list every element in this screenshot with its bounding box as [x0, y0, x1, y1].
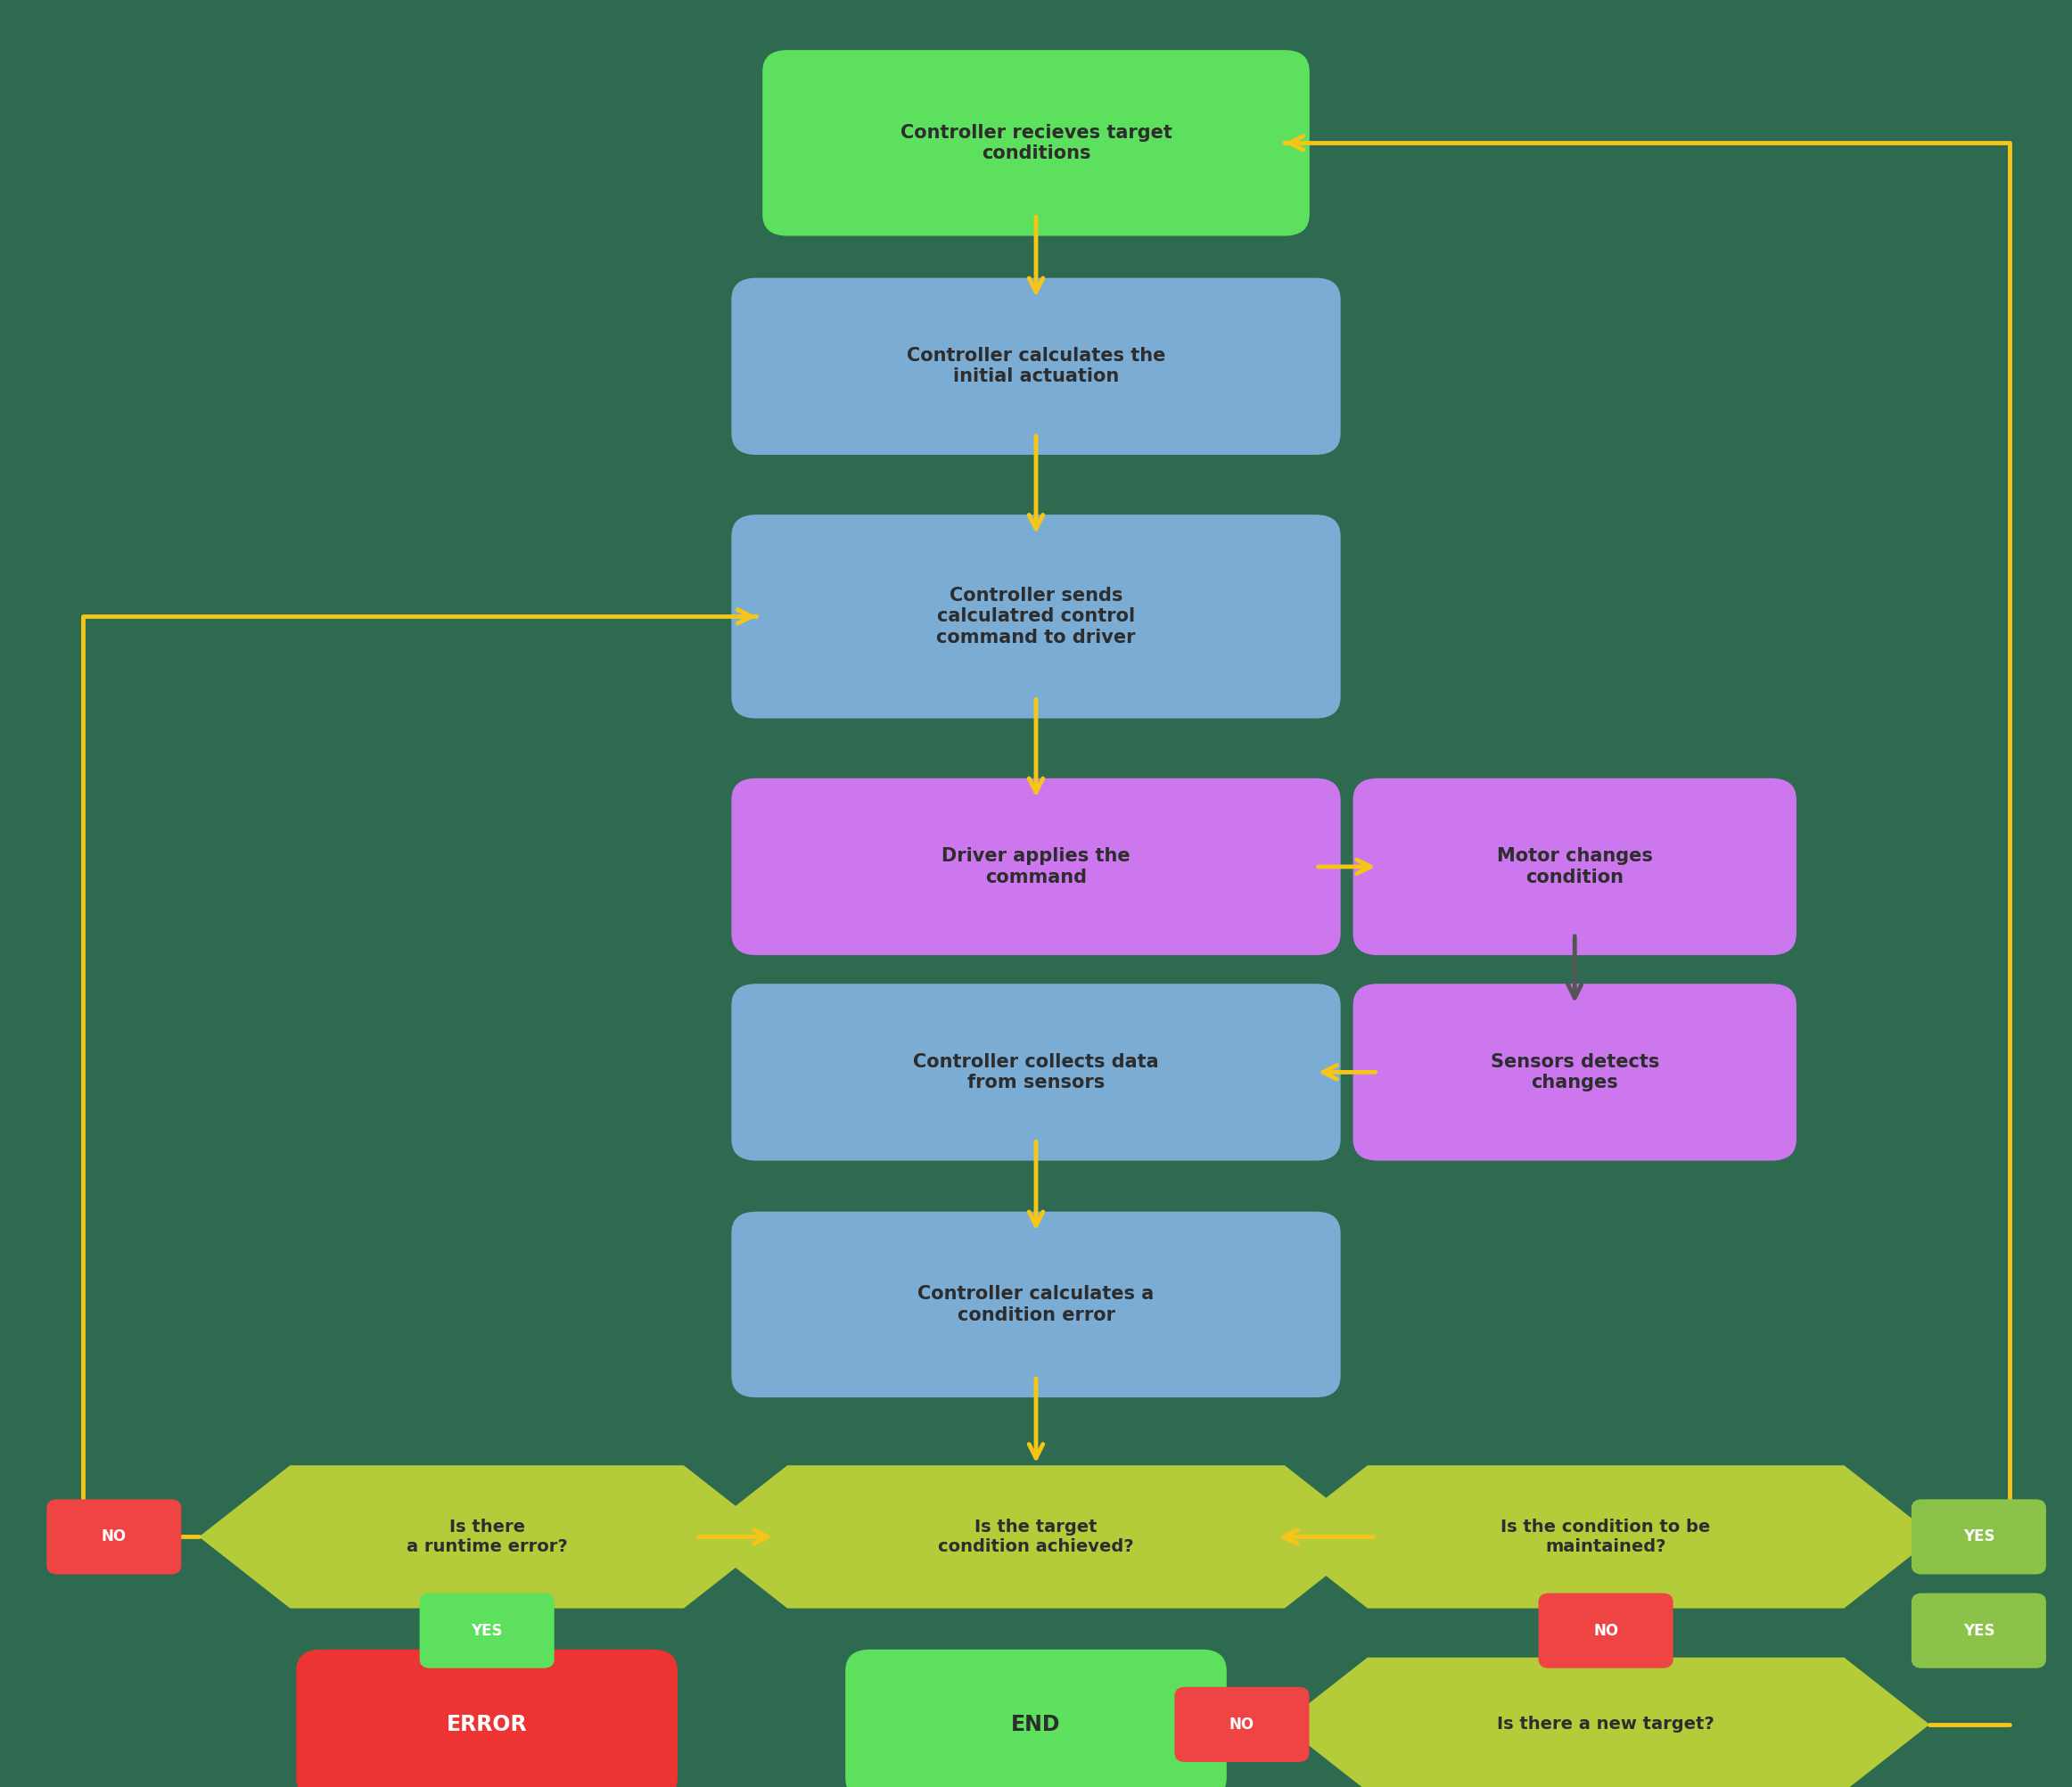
Text: Controller calculates a
condition error: Controller calculates a condition error: [918, 1285, 1154, 1324]
Text: Controller calculates the
initial actuation: Controller calculates the initial actuat…: [908, 347, 1164, 386]
Text: Sensors detects
changes: Sensors detects changes: [1490, 1053, 1660, 1092]
Text: Is the target
condition achieved?: Is the target condition achieved?: [939, 1519, 1133, 1555]
Text: Controller collects data
from sensors: Controller collects data from sensors: [914, 1053, 1158, 1092]
FancyBboxPatch shape: [296, 1649, 678, 1787]
Text: ERROR: ERROR: [448, 1714, 526, 1735]
Text: Is there a new target?: Is there a new target?: [1498, 1716, 1714, 1733]
FancyBboxPatch shape: [1910, 1594, 2047, 1669]
FancyBboxPatch shape: [731, 983, 1341, 1162]
FancyBboxPatch shape: [731, 1212, 1341, 1397]
Text: END: END: [1011, 1714, 1061, 1735]
FancyBboxPatch shape: [1537, 1594, 1674, 1669]
Polygon shape: [1283, 1658, 1929, 1787]
Polygon shape: [1276, 1465, 1935, 1608]
FancyBboxPatch shape: [731, 515, 1341, 718]
Text: Is the condition to be
maintained?: Is the condition to be maintained?: [1500, 1519, 1711, 1555]
FancyBboxPatch shape: [1910, 1499, 2047, 1574]
FancyBboxPatch shape: [731, 277, 1341, 454]
Text: YES: YES: [470, 1623, 503, 1639]
Text: Driver applies the
command: Driver applies the command: [941, 847, 1131, 886]
Text: NO: NO: [1229, 1717, 1254, 1732]
FancyBboxPatch shape: [1353, 779, 1796, 954]
Text: NO: NO: [1593, 1623, 1618, 1639]
Polygon shape: [696, 1465, 1376, 1608]
Text: YES: YES: [1962, 1530, 1995, 1544]
Text: Controller sends
calculatred control
command to driver: Controller sends calculatred control com…: [937, 586, 1135, 647]
FancyBboxPatch shape: [1175, 1687, 1310, 1762]
FancyBboxPatch shape: [762, 50, 1310, 236]
Polygon shape: [199, 1465, 775, 1608]
Text: Controller recieves target
conditions: Controller recieves target conditions: [899, 123, 1173, 163]
FancyBboxPatch shape: [46, 1499, 182, 1574]
FancyBboxPatch shape: [845, 1649, 1227, 1787]
FancyBboxPatch shape: [731, 779, 1341, 954]
Text: YES: YES: [1962, 1623, 1995, 1639]
Text: Motor changes
condition: Motor changes condition: [1496, 847, 1653, 886]
Text: Is there
a runtime error?: Is there a runtime error?: [406, 1519, 568, 1555]
Text: NO: NO: [102, 1530, 126, 1544]
FancyBboxPatch shape: [1353, 983, 1796, 1162]
FancyBboxPatch shape: [419, 1594, 555, 1669]
